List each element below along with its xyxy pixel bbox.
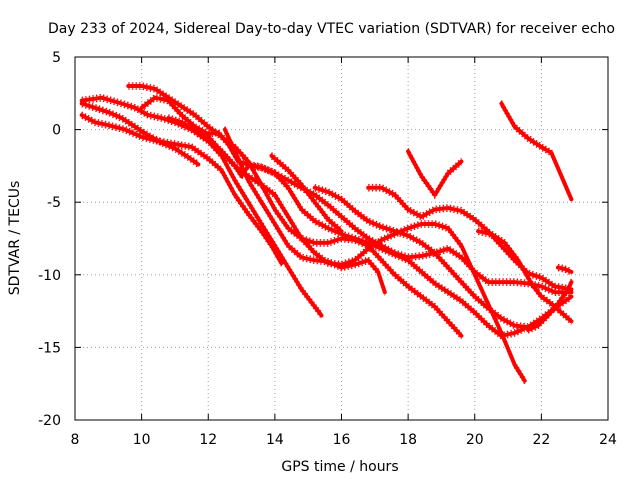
series-markers-track-8 [221, 147, 572, 291]
x-axis-label: GPS time / hours [281, 459, 398, 475]
y-tick-label: -20 [38, 413, 61, 429]
series-markers-track-2 [81, 117, 283, 267]
series-markers-track-16 [557, 263, 572, 270]
grid [75, 57, 608, 420]
series-markers-track-6 [168, 120, 526, 385]
series-markers-track-4 [128, 82, 462, 334]
series-line-track-11 [366, 185, 574, 292]
y-tick-label: -10 [38, 268, 61, 284]
x-tick-label: 18 [399, 432, 417, 448]
series-line-track-15 [526, 280, 574, 332]
series-markers-track-7 [224, 132, 386, 296]
data-series [79, 82, 574, 385]
x-tick-label: 16 [333, 432, 351, 448]
series-markers-track-4 [128, 88, 462, 340]
x-tick-label: 8 [71, 432, 80, 448]
series-markers-track-10 [314, 183, 572, 325]
series-markers-track-7 [224, 126, 386, 290]
series-line-track-2 [79, 113, 284, 266]
series-line-track-4 [126, 84, 464, 338]
series-markers-track-13 [477, 233, 572, 325]
series-line-track-1 [79, 101, 201, 167]
series-line-track-12 [406, 149, 464, 197]
y-tick-label: -5 [47, 195, 61, 211]
x-tick-label: 14 [266, 432, 284, 448]
series-line-track-16 [556, 265, 574, 274]
x-tick-label: 12 [199, 432, 217, 448]
x-tick-label: 24 [599, 432, 617, 448]
series-markers-track-14 [500, 100, 573, 197]
series-markers-track-1 [81, 99, 199, 163]
chart-title: Day 233 of 2024, Sidereal Day-to-day VTE… [48, 21, 615, 37]
series-line-track-7 [222, 127, 387, 295]
series-line-track-10 [312, 185, 574, 330]
series-markers-track-9 [270, 158, 343, 235]
axis-ticks: 8 10 12 14 16 18 20 22 24 5 0 -5 -10 -15 -20 [38, 50, 617, 448]
series-line-track-13 [476, 229, 574, 324]
series-markers-track-10 [314, 189, 572, 331]
series-markers-track-1 [81, 105, 199, 169]
x-tick-label: 22 [532, 432, 550, 448]
series-markers-track-16 [557, 269, 572, 276]
series-line-track-14 [499, 101, 574, 202]
series-markers-track-5 [141, 93, 526, 334]
plot-frame [74, 56, 609, 421]
series-line-track-9 [269, 153, 344, 234]
series-markers-track-12 [407, 148, 462, 194]
series-line-track-8 [219, 149, 574, 295]
series-markers-track-6 [168, 114, 526, 379]
y-tick-label: -15 [38, 340, 61, 356]
series-line-track-3 [79, 95, 324, 318]
y-axis-label: SDTVAR / TECUs [7, 181, 23, 296]
series-markers-track-9 [270, 152, 343, 229]
series-markers-track-12 [407, 154, 462, 200]
y-tick-label: 5 [52, 50, 61, 66]
x-tick-label: 10 [133, 432, 151, 448]
x-tick-label: 20 [466, 432, 484, 448]
y-tick-label: 0 [52, 123, 61, 139]
series-markers-track-14 [500, 106, 573, 203]
series-markers-track-15 [527, 284, 573, 334]
series-markers-track-8 [221, 153, 572, 297]
series-markers-track-15 [527, 278, 573, 328]
